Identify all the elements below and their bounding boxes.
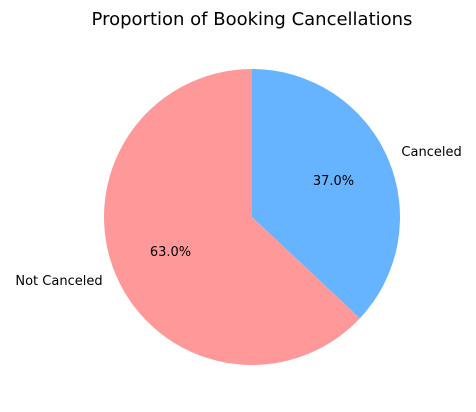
slice-label-canceled: Canceled	[401, 145, 461, 160]
labels-group: Canceled 37.0% Not Canceled 63.0%	[15, 145, 461, 289]
pct-label-not-canceled: 63.0%	[150, 245, 191, 260]
chart-title: Proportion of Booking Cancellations	[92, 9, 413, 30]
slices-group	[104, 69, 400, 365]
pie-slice-not-canceled	[104, 69, 360, 365]
pct-label-canceled: 37.0%	[313, 174, 354, 189]
pie-slice-canceled	[252, 69, 400, 319]
slice-label-not-canceled: Not Canceled	[15, 274, 102, 289]
